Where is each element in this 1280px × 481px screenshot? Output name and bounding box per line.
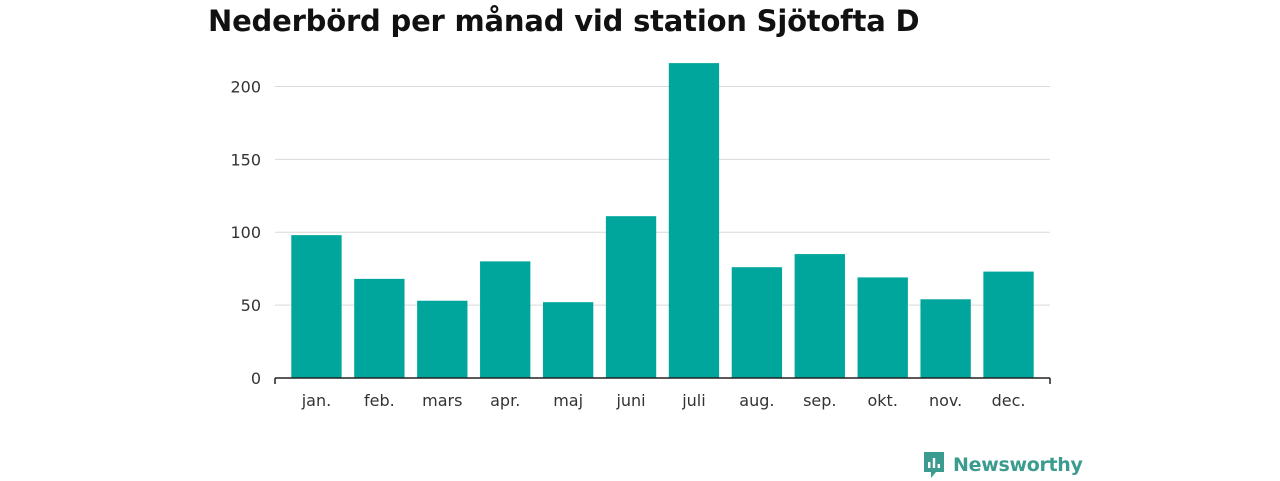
bars	[291, 63, 1034, 379]
bar-jan[interactable]	[291, 235, 342, 378]
bar-okt[interactable]	[857, 277, 908, 378]
bar-sep[interactable]	[794, 254, 845, 378]
brand-name: Newsworthy	[953, 454, 1083, 476]
x-tick-label: juli	[681, 391, 705, 410]
x-tick-label: aug.	[739, 391, 774, 410]
tick-labels: 0 50 100 150 200 jan. feb. mars apr. maj juni juli a…	[230, 77, 1025, 410]
bar-dec[interactable]	[983, 271, 1034, 378]
y-tick-label: 100	[230, 223, 261, 242]
x-tick-label: nov.	[929, 391, 962, 410]
x-tick-label: apr.	[490, 391, 520, 410]
x-tick-label: juni	[615, 391, 645, 410]
bar-juli[interactable]	[668, 63, 720, 379]
bar-juni[interactable]	[605, 216, 657, 378]
x-tick-label: sep.	[803, 391, 836, 410]
bar-mars[interactable]	[417, 300, 468, 378]
x-tick-label: mars	[422, 391, 462, 410]
x-tick-label: feb.	[364, 391, 395, 410]
bar-feb[interactable]	[354, 278, 405, 378]
bar-nov[interactable]	[920, 299, 971, 378]
x-tick-label: jan.	[301, 391, 331, 410]
newsworthy-logo[interactable]: Newsworthy	[922, 449, 1083, 481]
x-tick-label: okt.	[867, 391, 897, 410]
y-tick-label: 0	[251, 369, 261, 388]
axes	[274, 377, 1051, 384]
x-tick-label: maj	[553, 391, 583, 410]
newsworthy-logo-icon	[924, 452, 944, 478]
y-tick-label: 50	[241, 296, 261, 315]
grid-lines	[275, 85, 1050, 306]
bar-maj[interactable]	[542, 302, 594, 378]
y-tick-label: 200	[230, 77, 261, 96]
chart-title: Nederbörd per månad vid station Sjötofta…	[208, 4, 920, 38]
bar-aug[interactable]	[731, 267, 783, 378]
x-tick-label: dec.	[992, 391, 1026, 410]
y-tick-label: 150	[230, 150, 261, 169]
bar-apr[interactable]	[480, 261, 531, 378]
